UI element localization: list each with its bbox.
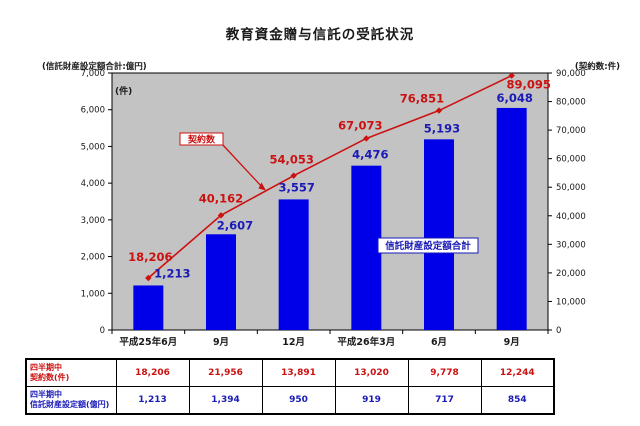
right-axis-tick-label: 10,000 bbox=[556, 297, 586, 307]
table-cell: 854 bbox=[480, 386, 555, 415]
left-axis-tick-label: 3,000 bbox=[81, 216, 105, 226]
right-axis-tick-label: 40,000 bbox=[556, 212, 586, 222]
summary-table: 四半期中 契約数(件) 18,206 21,956 13,891 13,020 9,778 1… bbox=[25, 358, 555, 415]
table-cell: 9,778 bbox=[407, 358, 482, 387]
bar-value-label: 2,607 bbox=[217, 218, 253, 232]
bar-callout-label: 信託財産設定額合計 bbox=[385, 240, 471, 252]
right-axis-caption: (契約数:件) bbox=[574, 62, 620, 72]
plot-unit-label: (件) bbox=[115, 85, 132, 97]
bar bbox=[351, 165, 382, 330]
line-callout-leader bbox=[221, 143, 264, 189]
bar-value-label: 1,213 bbox=[154, 266, 190, 280]
table-cell: 13,891 bbox=[261, 358, 336, 387]
line-callout-arrow bbox=[258, 182, 266, 191]
left-axis-tick-label: 6,000 bbox=[81, 106, 105, 116]
right-axis-tick-label: 50,000 bbox=[556, 183, 586, 193]
table-cell: 950 bbox=[261, 386, 336, 415]
left-axis-tick-label: 2,000 bbox=[81, 253, 105, 263]
table-cell: 919 bbox=[334, 386, 409, 415]
left-axis-tick-label: 0 bbox=[100, 326, 105, 336]
right-axis-tick-label: 90,000 bbox=[556, 69, 586, 79]
x-axis-category-label: 平成26年3月 bbox=[337, 336, 395, 348]
table-cell: 717 bbox=[407, 386, 482, 415]
x-axis-category-label: 9月 bbox=[504, 337, 520, 348]
chart-canvas: 0 1,000 2,000 3,000 4,000 5,000 6,000 7,000 0 10,… bbox=[81, 69, 586, 348]
left-axis-tick-label: 7,000 bbox=[81, 69, 105, 79]
x-axis-category-label: 12月 bbox=[282, 337, 305, 348]
line-point-marker bbox=[508, 72, 515, 79]
line-point-marker bbox=[145, 274, 152, 282]
left-axis-tick-label: 4,000 bbox=[81, 179, 105, 189]
bar-callout-box bbox=[377, 237, 479, 254]
table-cell: 1,213 bbox=[115, 386, 190, 415]
table-cell: 18,206 bbox=[115, 358, 190, 387]
line-value-label: 67,073 bbox=[338, 118, 382, 132]
table-row-label: 四半期中 契約数(件) bbox=[25, 358, 117, 387]
right-axis-tick-label: 60,000 bbox=[556, 155, 586, 165]
line-series bbox=[147, 74, 513, 279]
right-axis-tick-label: 80,000 bbox=[556, 98, 586, 108]
line-point-marker bbox=[435, 107, 443, 114]
line-value-label: 76,851 bbox=[400, 92, 444, 106]
left-axis-tick-label: 5,000 bbox=[81, 142, 105, 152]
bar bbox=[496, 107, 527, 331]
line-value-label: 54,053 bbox=[269, 153, 313, 167]
line-callout-label: 契約数 bbox=[187, 134, 216, 146]
bar bbox=[278, 199, 309, 330]
bar-value-label: 5,193 bbox=[424, 121, 460, 135]
table-row: 四半期中 信託財産設定額(億円) 1,213 1,394 950 919 717 854 bbox=[25, 386, 555, 415]
bar-value-label: 6,048 bbox=[496, 91, 532, 105]
table-cell: 13,020 bbox=[334, 358, 409, 387]
bar-value-label: 3,557 bbox=[278, 180, 314, 194]
line-value-label: 40,162 bbox=[199, 191, 243, 205]
x-axis-category-label: 平成25年6月 bbox=[119, 336, 177, 348]
line-callout-box bbox=[179, 132, 224, 146]
right-axis-tick-label: 30,000 bbox=[556, 240, 586, 250]
right-axis-tick-label: 70,000 bbox=[556, 126, 586, 136]
left-axis-tick-label: 1,000 bbox=[81, 289, 105, 299]
table-cell: 12,244 bbox=[480, 358, 555, 387]
left-axis-caption: (信託財産設定額合計:億円) bbox=[42, 62, 147, 72]
bar bbox=[133, 285, 164, 330]
table-cell: 1,394 bbox=[188, 386, 263, 415]
line-value-label: 18,206 bbox=[128, 250, 172, 264]
right-axis-tick-label: 20,000 bbox=[556, 269, 586, 279]
table-row-label: 四半期中 信託財産設定額(億円) bbox=[25, 386, 117, 415]
bar-value-label: 4,476 bbox=[352, 148, 388, 162]
table-row: 四半期中 契約数(件) 18,206 21,956 13,891 13,020 9,778 1… bbox=[25, 358, 555, 387]
bar bbox=[206, 234, 236, 330]
line-point-marker bbox=[363, 135, 370, 142]
plot-area bbox=[111, 72, 549, 331]
x-axis-category-label: 9月 bbox=[213, 337, 229, 348]
page-title: 教育資金贈与信託の受託状況 bbox=[225, 27, 415, 43]
x-axis-category-label: 6月 bbox=[431, 337, 447, 348]
line-point-marker bbox=[290, 172, 297, 179]
table-cell: 21,956 bbox=[188, 358, 263, 387]
line-point-marker bbox=[217, 212, 225, 219]
right-axis-tick-label: 0 bbox=[556, 326, 561, 336]
line-value-label: 89,095 bbox=[506, 78, 550, 92]
bar bbox=[424, 139, 454, 330]
